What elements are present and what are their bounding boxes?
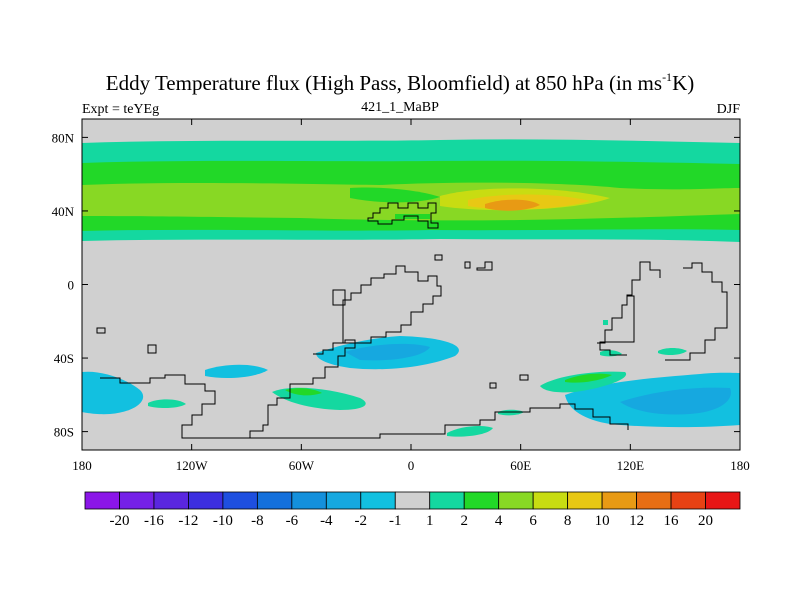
colorbar-box bbox=[360, 491, 396, 510]
coastline-island-6 bbox=[519, 374, 529, 381]
x-tick-label: 180 bbox=[72, 458, 92, 473]
x-tick-label: 60E bbox=[510, 458, 531, 473]
colorbar: -20 -16 -12 -10 -8 -6 -4 -2 -1 1 2 4 6 8 10 12 16 20 bbox=[84, 491, 741, 529]
maritime-small-pos bbox=[603, 320, 608, 325]
coastline-antarctic-ridge bbox=[250, 403, 629, 439]
coastline-maritime bbox=[599, 295, 635, 356]
y-tick-label: 40S bbox=[54, 351, 74, 366]
south-atlantic-pos-core bbox=[285, 388, 322, 396]
title-end: K) bbox=[672, 71, 695, 95]
coastline-south-america bbox=[100, 339, 356, 439]
south-atlantic-neg-inner bbox=[345, 343, 430, 361]
map-plot-area bbox=[82, 119, 740, 450]
southwest-pacific-neg bbox=[82, 371, 144, 415]
colorbar-label: 12 bbox=[629, 513, 644, 529]
x-axis: 180 120W 60W 0 60E 120E 180 bbox=[72, 119, 750, 473]
title-main: Eddy Temperature flux (High Pass, Bloomf… bbox=[105, 71, 663, 95]
y-axis: 80N 40N 0 40S 80S bbox=[52, 130, 740, 440]
x-tick-label: 120E bbox=[617, 458, 645, 473]
colorbar-label: 8 bbox=[564, 513, 572, 529]
x-tick-label: 180 bbox=[730, 458, 750, 473]
tasman-pos bbox=[658, 348, 687, 356]
colorbar-label: -6 bbox=[286, 513, 299, 529]
coastline-africa bbox=[342, 265, 442, 344]
coastline-island-1 bbox=[332, 289, 346, 306]
south-pacific-pos bbox=[148, 399, 186, 409]
colorbar-box bbox=[188, 491, 224, 510]
experiment-label: Expt = teYEg bbox=[82, 102, 160, 117]
y-tick-label: 40N bbox=[52, 204, 75, 219]
south-pacific-neg bbox=[205, 364, 268, 378]
south-indian-pos bbox=[447, 425, 493, 437]
title-superscript: -1 bbox=[662, 70, 673, 84]
kerguelen-pos bbox=[498, 409, 524, 416]
coastline-island-3 bbox=[464, 261, 471, 269]
colorbar-box bbox=[498, 491, 534, 510]
coastline-island-7 bbox=[96, 327, 106, 334]
colorbar-box bbox=[119, 491, 155, 510]
nh-band-inner-ring bbox=[350, 187, 440, 203]
chart-title: Eddy Temperature flux (High Pass, Bloomf… bbox=[0, 70, 800, 96]
indian-ocean-pos-core bbox=[565, 373, 612, 383]
colorbar-label: 10 bbox=[595, 513, 610, 529]
x-tick-label: 0 bbox=[408, 458, 415, 473]
colorbar-box bbox=[222, 491, 258, 510]
colorbar-label: -16 bbox=[144, 513, 164, 529]
colorbar-box bbox=[153, 491, 189, 510]
coastline-india-seasia bbox=[597, 261, 661, 344]
eurasian-jet-10 bbox=[485, 199, 540, 211]
colorbar-box bbox=[532, 491, 569, 510]
colorbar-label: 16 bbox=[664, 513, 680, 529]
indian-pacific-neg-inner bbox=[620, 387, 731, 415]
colorbar-box bbox=[705, 491, 741, 510]
coastlines bbox=[96, 202, 728, 439]
coastline-island-5 bbox=[489, 382, 497, 389]
colorbar-label: -4 bbox=[320, 513, 333, 529]
colorbar-box bbox=[84, 491, 120, 510]
colorbar-label: -8 bbox=[251, 513, 264, 529]
colorbar-label: -20 bbox=[109, 513, 129, 529]
colorbar-box bbox=[256, 491, 293, 510]
coastline-island-2 bbox=[147, 344, 157, 354]
coastline-island-4 bbox=[476, 261, 493, 271]
season-label: DJF bbox=[716, 102, 740, 117]
colorbar-box bbox=[601, 491, 637, 510]
colorbar-label: 2 bbox=[460, 513, 468, 529]
coastline-island-8 bbox=[434, 254, 443, 261]
colorbar-label: -12 bbox=[178, 513, 198, 529]
colorbar-label: 20 bbox=[698, 513, 713, 529]
colorbar-box bbox=[291, 491, 327, 510]
x-tick-label: 60W bbox=[289, 458, 315, 473]
coastline-europe-mediterranean bbox=[367, 202, 439, 229]
colorbar-box bbox=[636, 491, 672, 510]
y-tick-label: 80S bbox=[54, 425, 74, 440]
colorbar-box bbox=[429, 491, 465, 510]
colorbar-box bbox=[325, 491, 362, 510]
y-tick-label: 80N bbox=[52, 130, 75, 145]
x-tick-label: 120W bbox=[176, 458, 209, 473]
colorbar-label: -1 bbox=[389, 513, 402, 529]
colorbar-label: -10 bbox=[213, 513, 233, 529]
coastline-australia bbox=[665, 262, 728, 361]
colorbar-label: 6 bbox=[529, 513, 537, 529]
colorbar-label: -2 bbox=[355, 513, 368, 529]
colorbar-box bbox=[670, 491, 706, 510]
colorbar-box bbox=[567, 491, 603, 510]
colorbar-label: 4 bbox=[495, 513, 503, 529]
y-tick-label: 0 bbox=[68, 278, 75, 293]
colorbar-label: 1 bbox=[426, 513, 434, 529]
colorbar-box bbox=[463, 491, 500, 510]
colorbar-box bbox=[394, 491, 431, 510]
run-id-label: 421_1_MaBP bbox=[361, 100, 439, 115]
